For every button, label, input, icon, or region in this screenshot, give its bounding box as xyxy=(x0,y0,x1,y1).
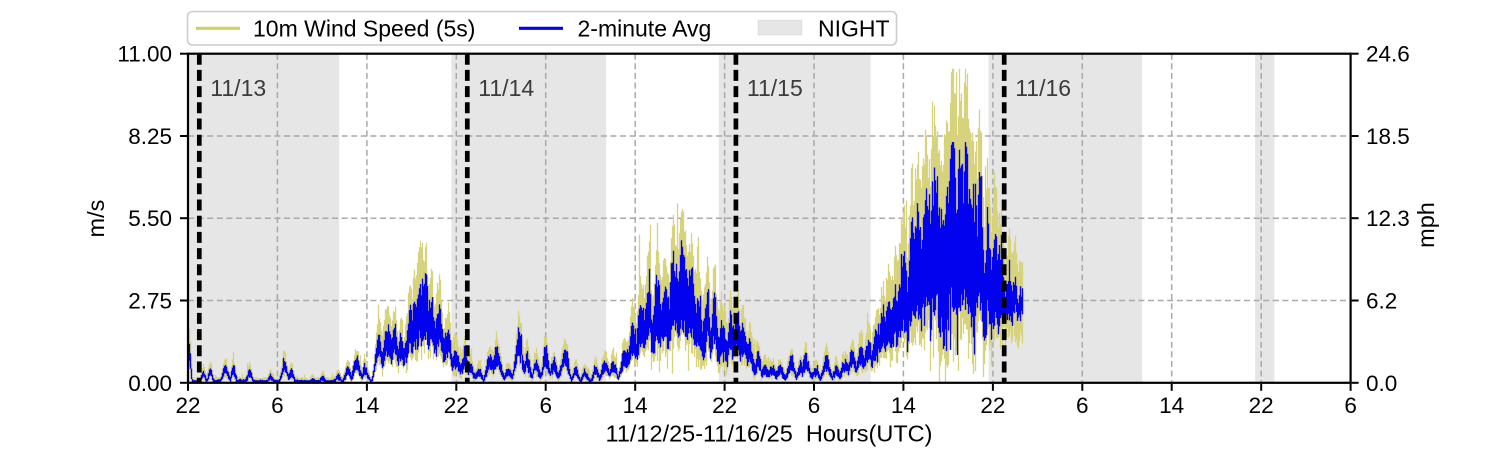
svg-text:6.2: 6.2 xyxy=(1366,289,1397,314)
svg-text:8.25: 8.25 xyxy=(128,124,172,149)
svg-text:14: 14 xyxy=(1159,393,1184,418)
svg-text:m/s: m/s xyxy=(83,200,109,238)
svg-text:11.00: 11.00 xyxy=(117,42,172,67)
svg-text:22: 22 xyxy=(175,393,200,418)
svg-text:NIGHT: NIGHT xyxy=(818,16,890,42)
svg-text:14: 14 xyxy=(623,393,648,418)
svg-text:11/14: 11/14 xyxy=(478,75,534,101)
svg-text:11/16: 11/16 xyxy=(1015,75,1071,101)
svg-text:10m Wind Speed (5s): 10m Wind Speed (5s) xyxy=(253,16,475,42)
svg-text:14: 14 xyxy=(354,393,379,418)
svg-text:11/12/25-11/16/25 Hours(UTC): 11/12/25-11/16/25 Hours(UTC) xyxy=(606,421,933,447)
svg-text:mph: mph xyxy=(1413,202,1439,248)
svg-text:18.5: 18.5 xyxy=(1366,124,1410,149)
svg-text:22: 22 xyxy=(980,393,1005,418)
svg-text:2.75: 2.75 xyxy=(128,289,172,314)
svg-text:6: 6 xyxy=(271,393,284,418)
svg-text:0.00: 0.00 xyxy=(128,371,172,396)
svg-text:6: 6 xyxy=(1076,393,1089,418)
svg-text:0.0: 0.0 xyxy=(1366,371,1397,396)
svg-text:5.50: 5.50 xyxy=(128,206,172,231)
svg-text:6: 6 xyxy=(539,393,552,418)
svg-text:6: 6 xyxy=(808,393,821,418)
svg-text:24.6: 24.6 xyxy=(1366,42,1410,67)
svg-text:11/13: 11/13 xyxy=(210,75,266,101)
svg-text:22: 22 xyxy=(712,393,737,418)
svg-text:11/15: 11/15 xyxy=(747,75,803,101)
svg-text:14: 14 xyxy=(891,393,916,418)
svg-text:22: 22 xyxy=(1249,393,1274,418)
svg-text:22: 22 xyxy=(444,393,469,418)
svg-text:12.3: 12.3 xyxy=(1366,206,1410,231)
svg-text:6: 6 xyxy=(1344,393,1357,418)
svg-text:2-minute Avg: 2-minute Avg xyxy=(578,16,712,42)
